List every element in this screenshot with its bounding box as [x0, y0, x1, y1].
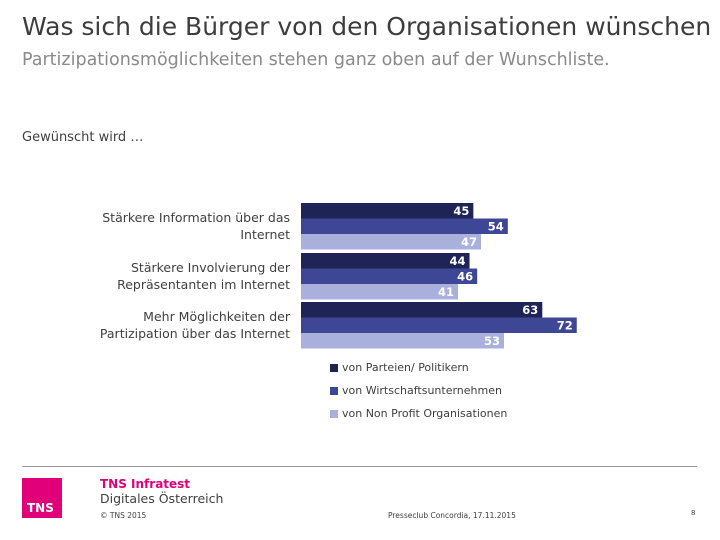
- category-label-line: Stärkere Involvierung der: [131, 260, 290, 275]
- brand-subtitle: Digitales Österreich: [100, 491, 224, 506]
- legend-item: von Parteien/ Politikern: [330, 361, 469, 374]
- data-label: 47: [461, 235, 477, 249]
- data-label: 53: [484, 334, 500, 348]
- data-label: 41: [438, 285, 454, 299]
- bar: [301, 234, 482, 250]
- page-title: Was sich die Bürger von den Organisation…: [22, 12, 712, 41]
- data-label: 72: [557, 319, 573, 333]
- bar: [301, 253, 470, 269]
- logo-text: TNS: [27, 501, 54, 515]
- data-label: 44: [450, 254, 466, 268]
- bar: [301, 284, 459, 300]
- bar: [301, 302, 543, 318]
- bar: [301, 203, 474, 219]
- footer-divider: [22, 466, 697, 467]
- event-info: Presseclub Concordia, 17.11.2015: [388, 511, 516, 520]
- brand-name: TNS Infratest: [100, 477, 191, 491]
- data-label: 46: [457, 270, 473, 284]
- data-label: 45: [453, 204, 469, 218]
- category-label: Mehr Möglichkeiten der Partizipation über…: [18, 308, 290, 342]
- legend-swatch: [330, 409, 338, 418]
- legend-label: von Non Profit Organisationen: [342, 407, 508, 420]
- category-label-line: Partizipation über das Internet: [99, 326, 290, 341]
- data-label: 54: [488, 220, 504, 234]
- page-number: 8: [691, 509, 696, 517]
- category-label-line: Internet: [240, 227, 290, 242]
- bar: [301, 333, 504, 349]
- bar: [301, 317, 577, 333]
- legend-label: von Parteien/ Politikern: [342, 361, 469, 374]
- copyright: © TNS 2015: [100, 511, 147, 520]
- category-label-line: Mehr Möglichkeiten der: [143, 309, 290, 324]
- data-label: 63: [522, 303, 538, 317]
- bar: [301, 218, 508, 234]
- legend-item: von Non Profit Organisationen: [330, 407, 507, 420]
- category-label-line: Repräsentanten im Internet: [117, 277, 290, 292]
- page-subtitle: Partizipationsmöglichkeiten stehen ganz …: [22, 50, 610, 70]
- category-label: Stärkere Involvierung der Repräsentanten …: [18, 259, 290, 293]
- legend-swatch: [330, 363, 338, 372]
- category-label: Stärkere Information über das Internet: [18, 209, 290, 243]
- bar: [301, 268, 478, 284]
- tns-logo: TNS: [22, 478, 62, 518]
- legend-item: von Wirtschaftsunternehmen: [330, 384, 502, 397]
- intro-label: Gewünscht wird …: [22, 130, 144, 145]
- legend-swatch: [330, 386, 338, 395]
- category-label-line: Stärkere Information über das: [102, 210, 290, 225]
- legend-label: von Wirtschaftsunternehmen: [342, 384, 502, 397]
